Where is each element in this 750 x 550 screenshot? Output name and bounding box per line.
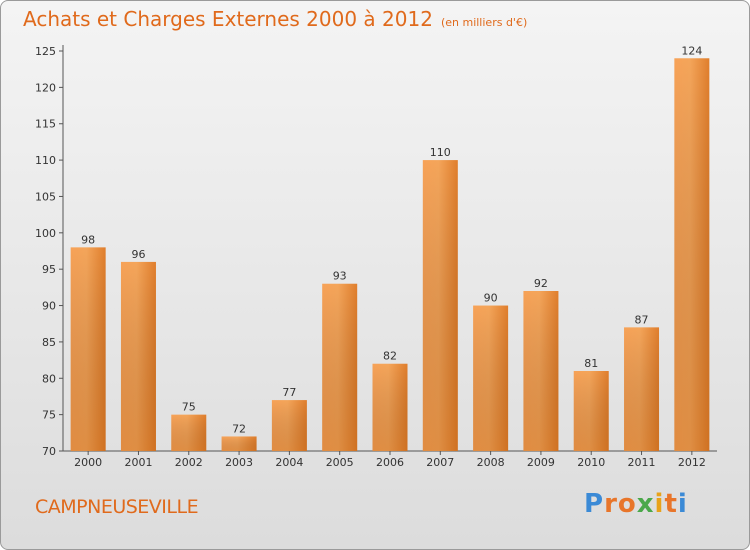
x-tick-label: 2009 [527,456,555,469]
bar-shade [523,291,559,451]
x-tick-label: 2010 [577,456,605,469]
bar-value-label: 90 [484,292,498,305]
x-tick-label: 2001 [124,456,152,469]
chart-title-text: Achats et Charges Externes 2000 à 2012 [23,7,433,31]
y-tick-label: 80 [42,372,56,385]
logo-letter: P [584,489,605,519]
bar-shade [674,58,710,451]
y-tick-label: 70 [42,445,56,458]
y-tick-label: 115 [35,118,56,131]
bar-shade [120,261,156,451]
x-tick-label: 2006 [376,456,404,469]
chart-bars [70,58,710,451]
x-tick-label: 2007 [426,456,454,469]
bar-shade [171,414,207,451]
bar-shade [573,371,609,451]
x-tick-label: 2000 [74,456,102,469]
proxiti-logo: Proxiti [584,489,688,519]
bar-shade [70,247,106,451]
logo-letter: x [636,489,655,519]
x-tick-label: 2012 [678,456,706,469]
y-tick-label: 120 [35,81,56,94]
chart-axes: 70 75 80 85 90 95 100 105 110 115 120 125 2000 2001 20… [35,45,717,469]
y-tick-label: 90 [42,300,56,313]
x-tick-label: 2011 [628,456,656,469]
y-tick-label: 95 [42,263,56,276]
bar-shade [624,327,660,451]
bar-shade [221,436,257,451]
bar-value-label: 96 [131,248,145,261]
y-tick-label: 125 [35,45,56,58]
bar-value-label: 98 [81,233,95,246]
x-tick-label: 2003 [225,456,253,469]
x-tick-label: 2004 [275,456,303,469]
bar-shade [271,400,307,451]
y-tick-label: 100 [35,227,56,240]
place-name: CAMPNEUSEVILLE [35,496,199,518]
logo-letter: o [617,489,637,519]
bar-shade [422,160,458,451]
bar-value-label: 92 [534,277,548,290]
bar-shade [473,305,509,451]
bar-value-label: 77 [282,386,296,399]
bar-value-label: 124 [681,44,702,57]
logo-letter: i [654,489,665,519]
x-tick-label: 2008 [477,456,505,469]
y-tick-label: 75 [42,409,56,422]
logo-letter: i [677,489,688,519]
bar-shade [322,283,358,451]
logo-letter: t [664,489,678,519]
y-tick-label: 85 [42,336,56,349]
bar-value-label: 72 [232,422,246,435]
bar-shade [372,363,408,451]
bar-value-label: 93 [333,270,347,283]
chart-labels: 98 96 75 72 77 93 82 110 90 92 81 87 124 [81,44,702,435]
y-tick-label: 110 [35,154,56,167]
y-tick-label: 105 [35,190,56,203]
bar-value-label: 75 [182,401,196,414]
bar-value-label: 81 [584,357,598,370]
bar-value-label: 110 [430,146,451,159]
chart-subtitle: (en milliers d'€) [440,16,528,29]
x-tick-label: 2005 [326,456,354,469]
bar-value-label: 82 [383,350,397,363]
chart-title: Achats et Charges Externes 2000 à 2012 (e… [23,7,527,31]
logo-letter: r [604,489,618,519]
bar-value-label: 87 [635,313,649,326]
x-tick-label: 2002 [175,456,203,469]
